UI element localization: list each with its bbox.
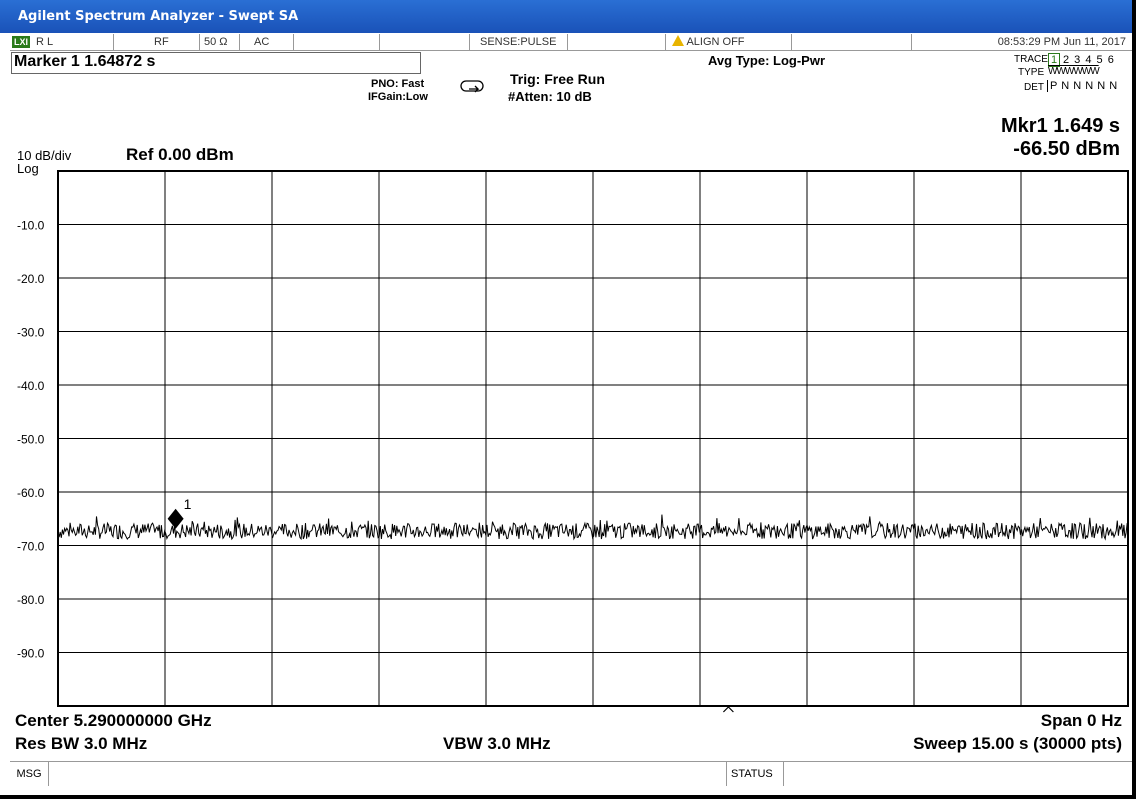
align-indicator: ALIGN OFF	[666, 34, 792, 50]
rl-indicator: R L	[32, 34, 114, 50]
status-blank	[294, 34, 380, 50]
title-bar: Agilent Spectrum Analyzer - Swept SA	[0, 0, 1132, 33]
ifgain-setting: IFGain:Low	[368, 91, 428, 103]
marker-time-result: Mkr1 1.649 s	[1001, 115, 1120, 137]
y-tick-label: -10.0	[17, 219, 45, 233]
trace-label: TRACE	[1014, 54, 1048, 65]
y-tick-label: -30.0	[17, 326, 45, 340]
trigger-icon	[460, 80, 484, 93]
noise-trace	[57, 514, 1128, 541]
atten-setting: #Atten: 10 dB	[508, 89, 592, 104]
status-bar: LXI R L RF 50 Ω AC SENSE:PULSE ALIGN OFF…	[10, 34, 1132, 51]
message-bar: MSG STATUS	[10, 761, 1132, 786]
msg-label: MSG	[10, 762, 49, 786]
y-tick-label: -80.0	[17, 593, 45, 607]
det-value: P N N N N N	[1047, 80, 1118, 92]
y-tick-label: -70.0	[17, 540, 45, 554]
rf-input: RF	[114, 34, 200, 50]
type-label: TYPE	[1018, 67, 1045, 78]
graticule-frame	[57, 170, 1129, 707]
marker-1-label: 1	[184, 496, 192, 512]
lxi-icon: LXI	[12, 36, 30, 48]
scale-mode: Log	[17, 161, 39, 176]
trig-setting: Trig: Free Run	[510, 71, 605, 87]
center-frequency[interactable]: Center 5.290000000 GHz	[15, 711, 212, 730]
coupling-indicator: AC	[240, 34, 294, 50]
sweep-time[interactable]: Sweep 15.00 s (30000 pts)	[913, 734, 1122, 753]
window-title: Agilent Spectrum Analyzer - Swept SA	[18, 9, 299, 24]
y-tick-label: -60.0	[17, 486, 45, 500]
impedance-indicator: 50 Ω	[200, 34, 240, 50]
type-value: WWWWWW	[1048, 66, 1100, 77]
status-blank-4	[792, 34, 912, 50]
status-label: STATUS	[726, 762, 784, 786]
status-blank-2	[380, 34, 470, 50]
sense-indicator: SENSE:PULSE	[470, 34, 568, 50]
reference-level: Ref 0.00 dBm	[126, 145, 234, 164]
status-blank-3	[568, 34, 666, 50]
marker-level-result: -66.50 dBm	[1013, 138, 1120, 160]
trace-1-active[interactable]: 1	[1048, 53, 1060, 67]
scale-div: 10 dB/div	[17, 148, 72, 163]
y-tick-label: -50.0	[17, 433, 45, 447]
pno-setting: PNO: Fast	[371, 78, 425, 90]
datetime: 08:53:29 PM Jun 11, 2017	[997, 36, 1126, 48]
vbw[interactable]: VBW 3.0 MHz	[443, 734, 551, 753]
avg-type: Avg Type: Log-Pwr	[708, 53, 825, 68]
y-tick-label: -90.0	[17, 647, 45, 661]
marker-readout: Marker 1 1.64872 s	[14, 53, 156, 70]
y-tick-label: -40.0	[17, 379, 45, 393]
trace-numbers[interactable]: 2 3 4 5 6	[1063, 54, 1115, 66]
marker-1-diamond	[167, 508, 184, 529]
span[interactable]: Span 0 Hz	[1040, 711, 1122, 730]
marker-entry-field[interactable]: Marker 1 1.64872 s	[11, 52, 421, 74]
det-label: DET	[1024, 82, 1044, 93]
warning-icon	[672, 35, 684, 46]
trace-display[interactable]: -10.0 -20.0 -30.0 -40.0 -50.0 -60.0 -70.0 -80.0…	[0, 0, 1132, 760]
caret-icon	[722, 706, 734, 713]
y-tick-label: -20.0	[17, 272, 45, 286]
res-bw[interactable]: Res BW 3.0 MHz	[15, 734, 148, 753]
